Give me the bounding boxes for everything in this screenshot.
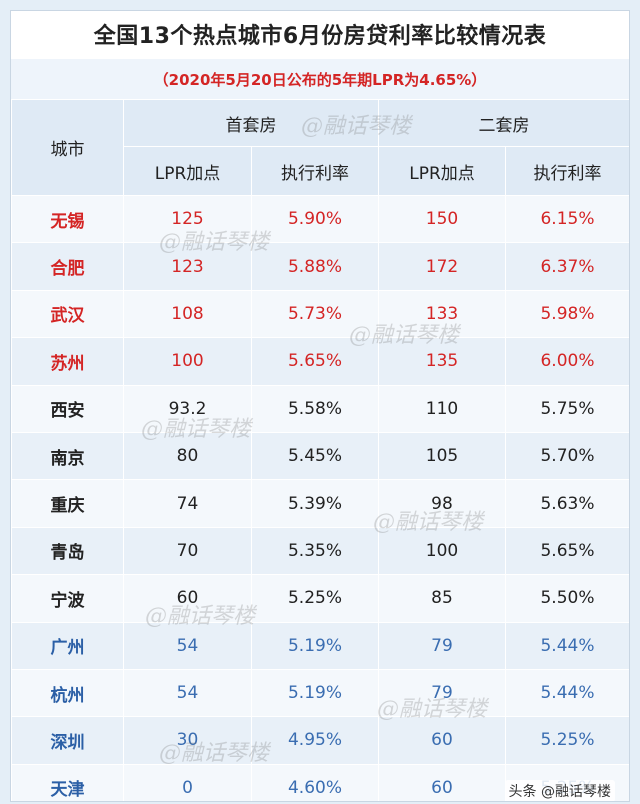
first-home-rate-cell: 5.45% <box>251 431 379 481</box>
header-first-rate: 执行利率 <box>251 146 379 196</box>
table-row: 无锡 125 5.90% 150 6.15% <box>11 194 629 244</box>
second-home-lpr-cell: 79 <box>378 668 506 718</box>
table-row: 苏州 100 5.65% 135 6.00% <box>11 337 629 386</box>
city-cell: 青岛 <box>11 526 124 576</box>
city-cell: 杭州 <box>11 668 124 718</box>
watermark: @融话琴楼 <box>377 697 488 722</box>
rate-table: 城市 首套房 二套房 LPR加点 执行利率 LPR加点 执行利率 无锡 125 5.… <box>11 99 629 801</box>
header-first-lpr: LPR加点 <box>123 146 252 196</box>
second-home-rate-cell: 5.98% <box>505 289 629 339</box>
second-home-rate-cell: 5.44% <box>505 621 629 670</box>
header-second-home: 二套房 <box>378 99 629 147</box>
second-home-rate-cell: 6.15% <box>505 194 629 244</box>
watermark: @融话琴楼 <box>373 510 484 535</box>
table-row: 青岛 70 5.35% 100 5.65% <box>11 526 629 576</box>
second-home-lpr-cell: 172 <box>378 242 506 291</box>
second-home-lpr-cell: 60 <box>378 716 506 765</box>
first-home-lpr-cell: 100 <box>123 337 252 386</box>
second-home-lpr-cell: 79 <box>378 621 506 670</box>
header-second-lpr: LPR加点 <box>378 146 506 196</box>
table-row: 武汉 108 5.73% 133 5.98% <box>11 289 629 339</box>
first-home-lpr-cell: 74 <box>123 479 252 528</box>
city-cell: 武汉 <box>11 289 124 339</box>
first-home-rate-cell: 5.65% <box>251 337 379 386</box>
header-second-rate: 执行利率 <box>505 146 629 196</box>
watermark: @融话琴楼 <box>145 604 256 629</box>
first-home-lpr-cell: 54 <box>123 668 252 718</box>
table-body: 无锡 125 5.90% 150 6.15% 合肥 123 5.88% 172 6.37% 武汉 10… <box>11 194 629 801</box>
table-row: 合肥 123 5.88% 172 6.37% <box>11 242 629 291</box>
table-subtitle: （2020年5月20日公布的5年期LPR为4.65%） <box>11 59 629 99</box>
source-footer: 头条 @融话琴楼 <box>504 780 615 801</box>
second-home-lpr-cell: 98 <box>378 479 506 528</box>
second-home-lpr-cell: 60 <box>378 763 506 801</box>
table-row: 宁波 60 5.25% 85 5.50% <box>11 574 629 623</box>
second-home-rate-cell: 5.75% <box>505 384 629 433</box>
watermark: @融话琴楼 <box>159 230 270 255</box>
city-cell: 天津 <box>11 763 124 801</box>
first-home-rate-cell: 4.60% <box>251 763 379 801</box>
first-home-rate-cell: 5.90% <box>251 194 379 244</box>
city-cell: 苏州 <box>11 337 124 386</box>
city-cell: 广州 <box>11 621 124 670</box>
second-home-rate-cell: 5.44% <box>505 668 629 718</box>
city-cell: 重庆 <box>11 479 124 528</box>
second-home-lpr-cell: 110 <box>378 384 506 433</box>
first-home-rate-cell: 5.88% <box>251 242 379 291</box>
first-home-lpr-cell: 70 <box>123 526 252 576</box>
city-cell: 合肥 <box>11 242 124 291</box>
table-row: 南京 80 5.45% 105 5.70% <box>11 431 629 481</box>
city-cell: 深圳 <box>11 716 124 765</box>
city-cell: 南京 <box>11 431 124 481</box>
header-city: 城市 <box>11 99 124 196</box>
table-title: 全国13个热点城市6月份房贷利率比较情况表 <box>93 24 547 49</box>
first-home-lpr-cell: 30 <box>123 716 252 765</box>
watermark: @融话琴楼 <box>159 741 270 766</box>
city-cell: 宁波 <box>11 574 124 623</box>
watermark: @融话琴楼 <box>301 114 412 139</box>
first-home-rate-cell: 5.39% <box>251 479 379 528</box>
first-home-lpr-cell: 60 <box>123 574 252 623</box>
second-home-lpr-cell: 135 <box>378 337 506 386</box>
second-home-rate-cell: 6.37% <box>505 242 629 291</box>
first-home-rate-cell: 4.95% <box>251 716 379 765</box>
first-home-rate-cell: 5.25% <box>251 574 379 623</box>
first-home-rate-cell: 5.58% <box>251 384 379 433</box>
second-home-lpr-cell: 150 <box>378 194 506 244</box>
table-row: 广州 54 5.19% 79 5.44% <box>11 621 629 670</box>
second-home-rate-cell: 5.50% <box>505 574 629 623</box>
second-home-rate-cell: 6.00% <box>505 337 629 386</box>
first-home-lpr-cell: 0 <box>123 763 252 801</box>
second-home-rate-cell: 5.25% <box>505 716 629 765</box>
table-row: 深圳 30 4.95% 60 5.25% <box>11 716 629 765</box>
second-home-lpr-cell: 100 <box>378 526 506 576</box>
table-row: 重庆 74 5.39% 98 5.63% <box>11 479 629 528</box>
city-cell: 无锡 <box>11 194 124 244</box>
first-home-lpr-cell: 54 <box>123 621 252 670</box>
second-home-rate-cell: 5.70% <box>505 431 629 481</box>
first-home-rate-cell: 5.73% <box>251 289 379 339</box>
first-home-rate-cell: 5.19% <box>251 621 379 670</box>
table-row: 杭州 54 5.19% 79 5.44% <box>11 668 629 718</box>
first-home-rate-cell: 5.19% <box>251 668 379 718</box>
table-row: 西安 93.2 5.58% 110 5.75% <box>11 384 629 433</box>
watermark: @融话琴楼 <box>141 417 252 442</box>
second-home-rate-cell: 5.63% <box>505 479 629 528</box>
first-home-lpr-cell: 80 <box>123 431 252 481</box>
header-first-home: 首套房 <box>123 99 379 147</box>
first-home-rate-cell: 5.35% <box>251 526 379 576</box>
first-home-lpr-cell: 108 <box>123 289 252 339</box>
city-cell: 西安 <box>11 384 124 433</box>
rate-table-sheet: 全国13个热点城市6月份房贷利率比较情况表 （2020年5月20日公布的5年期L… <box>10 10 630 802</box>
second-home-rate-cell: 5.65% <box>505 526 629 576</box>
second-home-lpr-cell: 133 <box>378 289 506 339</box>
second-home-lpr-cell: 105 <box>378 431 506 481</box>
watermark: @融话琴楼 <box>349 323 460 348</box>
second-home-lpr-cell: 85 <box>378 574 506 623</box>
first-home-lpr-cell: 93.2 <box>123 384 252 433</box>
